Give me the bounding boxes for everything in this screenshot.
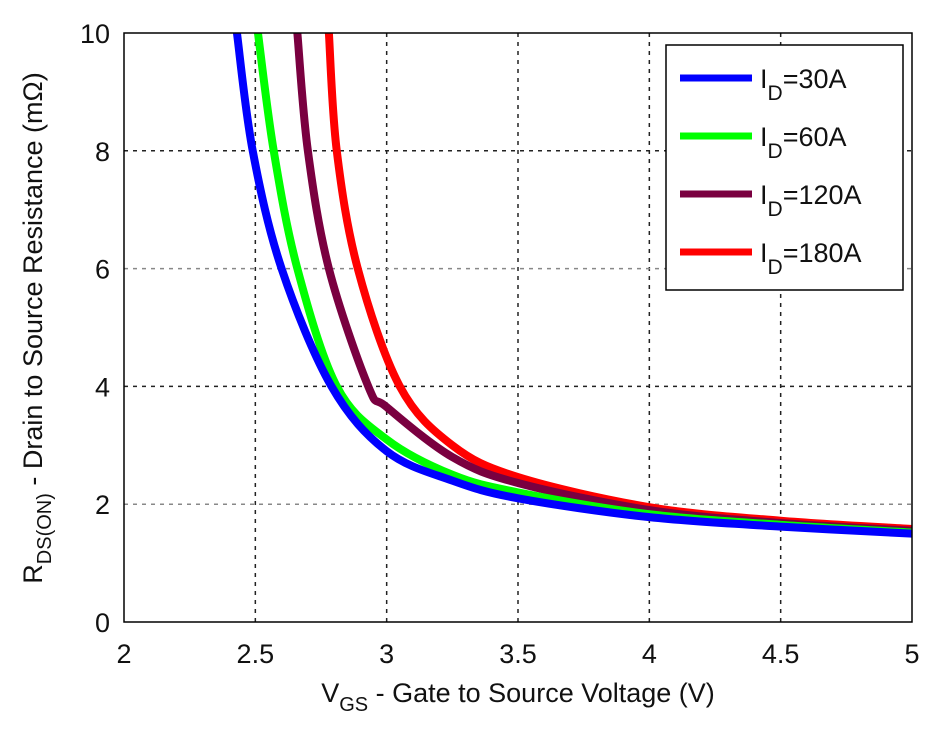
legend: ID=30A ID=60A ID=120A ID=180A bbox=[665, 44, 904, 291]
legend-label: ID=60A bbox=[760, 122, 847, 163]
y-axis-label: RDS(ON) - Drain to Source Resistance (mΩ… bbox=[18, 72, 56, 583]
x-tick-label: 3.5 bbox=[499, 639, 537, 669]
x-axis-label: VGS - Gate to Source Voltage (V) bbox=[321, 678, 715, 716]
x-tick-label: 4 bbox=[642, 639, 657, 669]
legend-label: ID=180A bbox=[760, 238, 862, 279]
series-lines bbox=[232, 33, 912, 538]
legend-label: ID=30A bbox=[760, 64, 847, 105]
x-tick-label: 5 bbox=[904, 639, 919, 669]
y-tick-label: 8 bbox=[95, 137, 110, 167]
y-tick-label: 6 bbox=[95, 255, 110, 285]
y-tick-label: 0 bbox=[95, 608, 110, 638]
y-tick-label: 2 bbox=[95, 490, 110, 520]
y-tick-label: 10 bbox=[80, 19, 110, 49]
x-tick-label: 2.5 bbox=[237, 639, 275, 669]
plot-frame bbox=[123, 32, 913, 623]
y-tick-label: 4 bbox=[95, 372, 110, 402]
series-line-30a bbox=[232, 33, 912, 538]
x-tick-label: 4.5 bbox=[762, 639, 800, 669]
x-tick-label: 3 bbox=[379, 639, 394, 669]
x-tick-label: 2 bbox=[116, 639, 131, 669]
legend-label: ID=120A bbox=[760, 180, 862, 221]
